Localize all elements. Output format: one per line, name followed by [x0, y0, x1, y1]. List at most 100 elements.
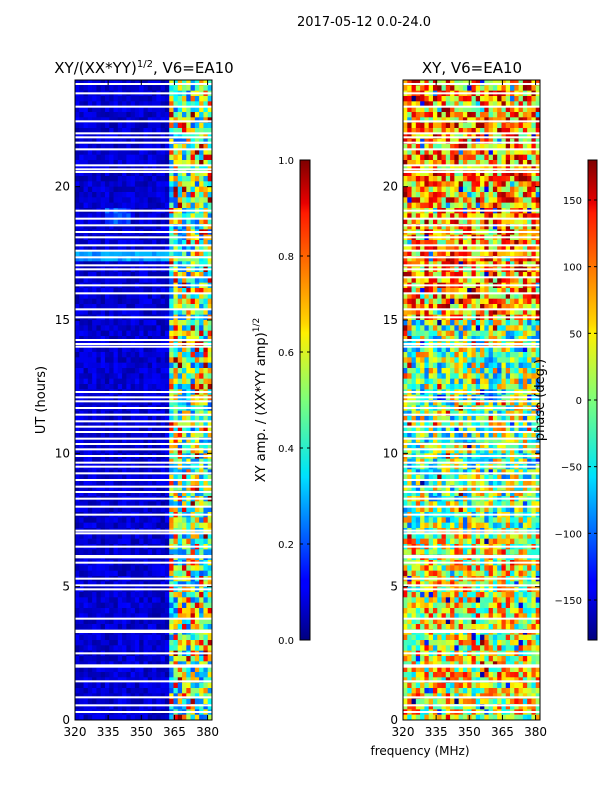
amplitude-cell [100, 80, 106, 86]
amplitude-cell [96, 597, 101, 603]
amplitude-cell [104, 138, 110, 145]
amplitude-cell [160, 517, 166, 523]
flagged-row [75, 171, 212, 173]
amplitude-cell [126, 186, 131, 193]
amplitude-cell [104, 325, 110, 331]
amplitude-cell [96, 101, 101, 107]
phase-cell [454, 160, 459, 166]
phase-cell [454, 170, 459, 177]
amplitude-cell [199, 160, 204, 166]
amplitude-cell [182, 448, 187, 454]
flagged-row [75, 105, 212, 108]
amplitude-cell [139, 362, 144, 369]
phase-cell [501, 117, 507, 123]
amplitude-cell [156, 277, 161, 283]
phase-cell [480, 133, 485, 139]
amplitude-cell [143, 96, 149, 102]
amplitude-cell [156, 442, 161, 449]
amplitude-cell [75, 106, 80, 113]
phase-cell [510, 176, 515, 182]
phase-cell [514, 112, 519, 118]
amplitude-cell [203, 112, 209, 118]
amplitude-cell [75, 133, 80, 139]
amplitude-cell [186, 149, 191, 155]
amplitude-cell [186, 666, 191, 673]
amplitude-cell [147, 245, 153, 251]
amplitude-cell [160, 213, 166, 219]
amplitude-cell [199, 640, 204, 646]
amplitude-cell [130, 197, 136, 203]
amplitude-cell [96, 149, 101, 155]
amplitude-cell [75, 666, 80, 673]
amplitude-cell [113, 426, 119, 433]
phase-cell [492, 218, 498, 225]
phase-cell [475, 245, 481, 251]
phase-cell [510, 96, 515, 102]
amplitude-cell [169, 704, 174, 710]
amplitude-cell [160, 96, 166, 102]
amplitude-cell [173, 154, 179, 161]
amplitude-cell [169, 698, 174, 705]
amplitude-cell [109, 400, 114, 406]
amplitude-cell [143, 336, 149, 342]
amplitude-cell [156, 192, 161, 198]
amplitude-cell [126, 336, 131, 342]
amplitude-cell [96, 666, 101, 673]
amplitude-cell [199, 336, 204, 342]
amplitude-cell [147, 122, 153, 129]
phase-cell [488, 112, 494, 118]
phase-cell [522, 245, 528, 251]
amplitude-cell [79, 570, 84, 577]
phase-cell [458, 101, 464, 107]
phase-cell [415, 181, 421, 187]
amplitude-cell [164, 661, 170, 667]
phase-cell [527, 245, 532, 251]
flagged-row [75, 391, 212, 393]
amplitude-cell [87, 144, 93, 150]
amplitude-cell [92, 160, 97, 166]
phase-cell [518, 149, 524, 155]
amplitude-cell [156, 640, 161, 646]
amplitude-cell [203, 213, 209, 219]
amplitude-cell [143, 677, 149, 683]
phase-cell [467, 181, 472, 187]
amplitude-cell [109, 416, 114, 422]
amplitude-cell [109, 277, 114, 283]
amplitude-cell [169, 688, 174, 694]
amplitude-cell [203, 128, 209, 134]
amplitude-cell [182, 224, 187, 230]
amplitude-cell [207, 373, 213, 379]
amplitude-cell [92, 192, 97, 198]
amplitude-cell [190, 165, 196, 171]
amplitude-cell [126, 501, 131, 507]
amplitude-cell [147, 602, 153, 609]
flagged-row [75, 396, 212, 399]
phase-cell [484, 170, 489, 177]
amplitude-cell [169, 117, 174, 123]
amplitude-cell [87, 714, 93, 721]
amplitude-cell [113, 384, 119, 390]
amplitude-cell [96, 634, 101, 641]
amplitude-cell [182, 693, 187, 699]
amplitude-cell [134, 624, 140, 630]
amplitude-cell [173, 645, 179, 651]
amplitude-colorbar-ticks: 0.00.20.40.60.81.0 [278, 156, 310, 647]
phase-cell [522, 176, 528, 182]
amplitude-cell [100, 640, 106, 646]
amplitude-cell [134, 682, 140, 689]
amplitude-cell [79, 224, 84, 230]
amplitude-cell [143, 325, 149, 331]
amplitude-cell [194, 485, 200, 491]
amplitude-cell [186, 608, 191, 614]
phase-cell [411, 85, 417, 91]
amplitude-cell [160, 256, 166, 262]
amplitude-cell [113, 517, 119, 523]
amplitude-cell [190, 618, 196, 625]
phase-cell [510, 240, 515, 246]
phase-cell [475, 197, 481, 203]
amplitude-cell [203, 192, 209, 198]
flagged-row [75, 472, 212, 475]
phase-cell [488, 138, 494, 145]
amplitude-cell [143, 549, 149, 555]
phase-cell [522, 186, 528, 193]
